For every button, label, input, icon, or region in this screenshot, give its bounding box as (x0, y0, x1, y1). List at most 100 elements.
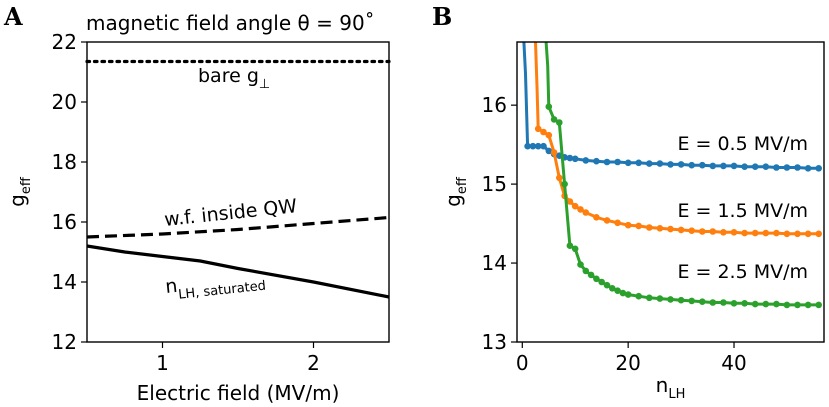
data-point (815, 165, 822, 172)
y-tick-label: 20 (52, 90, 77, 114)
data-point (593, 275, 600, 283)
series-label-nlh-sub: LH, saturated (178, 279, 267, 303)
data-point (593, 214, 600, 221)
y-tick-label: 15 (482, 172, 507, 196)
data-point (677, 296, 685, 304)
data-point (730, 229, 738, 236)
data-point (751, 163, 759, 170)
data-point (794, 164, 801, 171)
data-point (688, 161, 695, 169)
data-point (656, 160, 664, 167)
data-point (646, 294, 653, 302)
data-point (577, 206, 584, 213)
data-point (582, 209, 590, 216)
series-label-2: E = 1.5 MV/m (677, 200, 808, 222)
y-axis-label-text-main: g (5, 194, 29, 207)
data-point (614, 219, 621, 227)
series-lines (85, 59, 391, 299)
data-point (635, 292, 642, 300)
y-tick-label: 14 (482, 251, 507, 275)
data-point (677, 161, 685, 168)
data-point (783, 230, 791, 238)
data-point (762, 229, 770, 237)
data-point (540, 142, 547, 150)
data-point (656, 295, 664, 302)
data-point (730, 300, 738, 307)
data-point (571, 245, 579, 253)
y-axis-label: geff (5, 176, 34, 207)
data-point (815, 301, 822, 309)
y-tick-label: 12 (52, 330, 77, 354)
data-point (635, 222, 642, 230)
data-point (709, 162, 717, 170)
data-point (529, 142, 537, 150)
data-point (624, 159, 632, 167)
series-label-bare-g: bare g⊥ (198, 65, 270, 92)
ticks: 13 14 15 16 0 20 40 (482, 93, 747, 375)
x-tick-label: 20 (615, 351, 640, 375)
data-point (762, 163, 770, 170)
data-point (603, 158, 611, 166)
data-point (804, 165, 812, 172)
data-point (614, 158, 621, 166)
data-point (524, 142, 531, 150)
panel-letter: B (432, 2, 452, 31)
x-tick-label: 2 (307, 351, 320, 375)
data-point (699, 161, 706, 169)
data-point (582, 267, 590, 275)
series-label-bare-g-sub: ⊥ (259, 77, 270, 92)
data-point (783, 301, 791, 309)
series-line-3 (86, 244, 390, 299)
data-point (699, 298, 706, 306)
y-axis-label-text-sub: eff (455, 176, 470, 194)
data-point (545, 131, 553, 139)
series-3 (544, 42, 822, 309)
x-axis-label: Electric field (MV/m) (137, 381, 340, 405)
data-point (603, 281, 611, 289)
x-axis-label: nLH (656, 373, 686, 402)
data-point (540, 128, 547, 136)
data-point (566, 198, 574, 205)
data-point (587, 271, 595, 279)
y-axis-label-text: geff (5, 176, 34, 207)
data-point (556, 119, 563, 126)
data-point (709, 228, 717, 235)
plot-frame (86, 41, 390, 343)
series-label-1: E = 0.5 MV/m (677, 133, 808, 155)
data-point (720, 229, 727, 236)
x-tick-label: 1 (156, 351, 169, 375)
data-point (677, 226, 685, 234)
data-point (773, 229, 780, 237)
series-lines (522, 42, 822, 309)
y-axis-label-text-sub: eff (19, 176, 34, 194)
data-point (598, 278, 605, 286)
data-point (624, 221, 632, 229)
data-point (577, 261, 584, 268)
series-line-2 (86, 215, 390, 239)
x-axis-label-text: nLH (656, 373, 686, 402)
data-point (699, 228, 706, 235)
data-point (709, 299, 717, 306)
y-tick-label: 22 (52, 30, 77, 54)
x-tick-label: 0 (516, 351, 529, 375)
data-point (720, 299, 727, 306)
panel-a: A magnetic field angle θ = 90˚ geff Elec… (3, 2, 391, 405)
series-label-bare-g-main: bare g (198, 65, 259, 87)
data-point (624, 291, 632, 298)
data-point (550, 149, 558, 156)
data-point (741, 163, 748, 170)
plot-frame (516, 41, 825, 343)
y-axis-label: geff (441, 176, 470, 207)
data-point (656, 225, 664, 232)
data-point (730, 162, 738, 170)
x-axis-label-text-main: n (656, 373, 669, 397)
data-point (762, 300, 770, 308)
data-point (614, 287, 621, 295)
data-point (773, 300, 780, 308)
data-point (556, 174, 563, 182)
x-axis-label-text: Electric field (MV/m) (137, 381, 340, 405)
y-tick-label: 16 (482, 93, 507, 117)
